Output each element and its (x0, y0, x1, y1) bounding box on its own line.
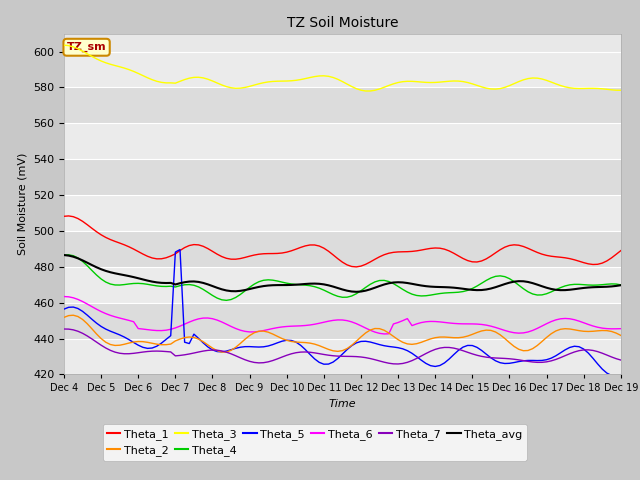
Bar (64, 338, 621, 374)
Bar (64, 87, 621, 123)
Bar (64, 195, 621, 231)
Bar (64, 303, 621, 338)
Bar (64, 159, 621, 195)
Bar (64, 231, 621, 267)
Bar (64, 267, 621, 303)
Bar (64, 51, 621, 87)
Legend: Theta_1, Theta_2, Theta_3, Theta_4, Theta_5, Theta_6, Theta_7, Theta_avg: Theta_1, Theta_2, Theta_3, Theta_4, Thet… (102, 424, 527, 460)
Text: TZ_sm: TZ_sm (67, 42, 106, 52)
Y-axis label: Soil Moisture (mV): Soil Moisture (mV) (17, 153, 28, 255)
X-axis label: Time: Time (328, 399, 356, 409)
Bar (64, 123, 621, 159)
Title: TZ Soil Moisture: TZ Soil Moisture (287, 16, 398, 30)
